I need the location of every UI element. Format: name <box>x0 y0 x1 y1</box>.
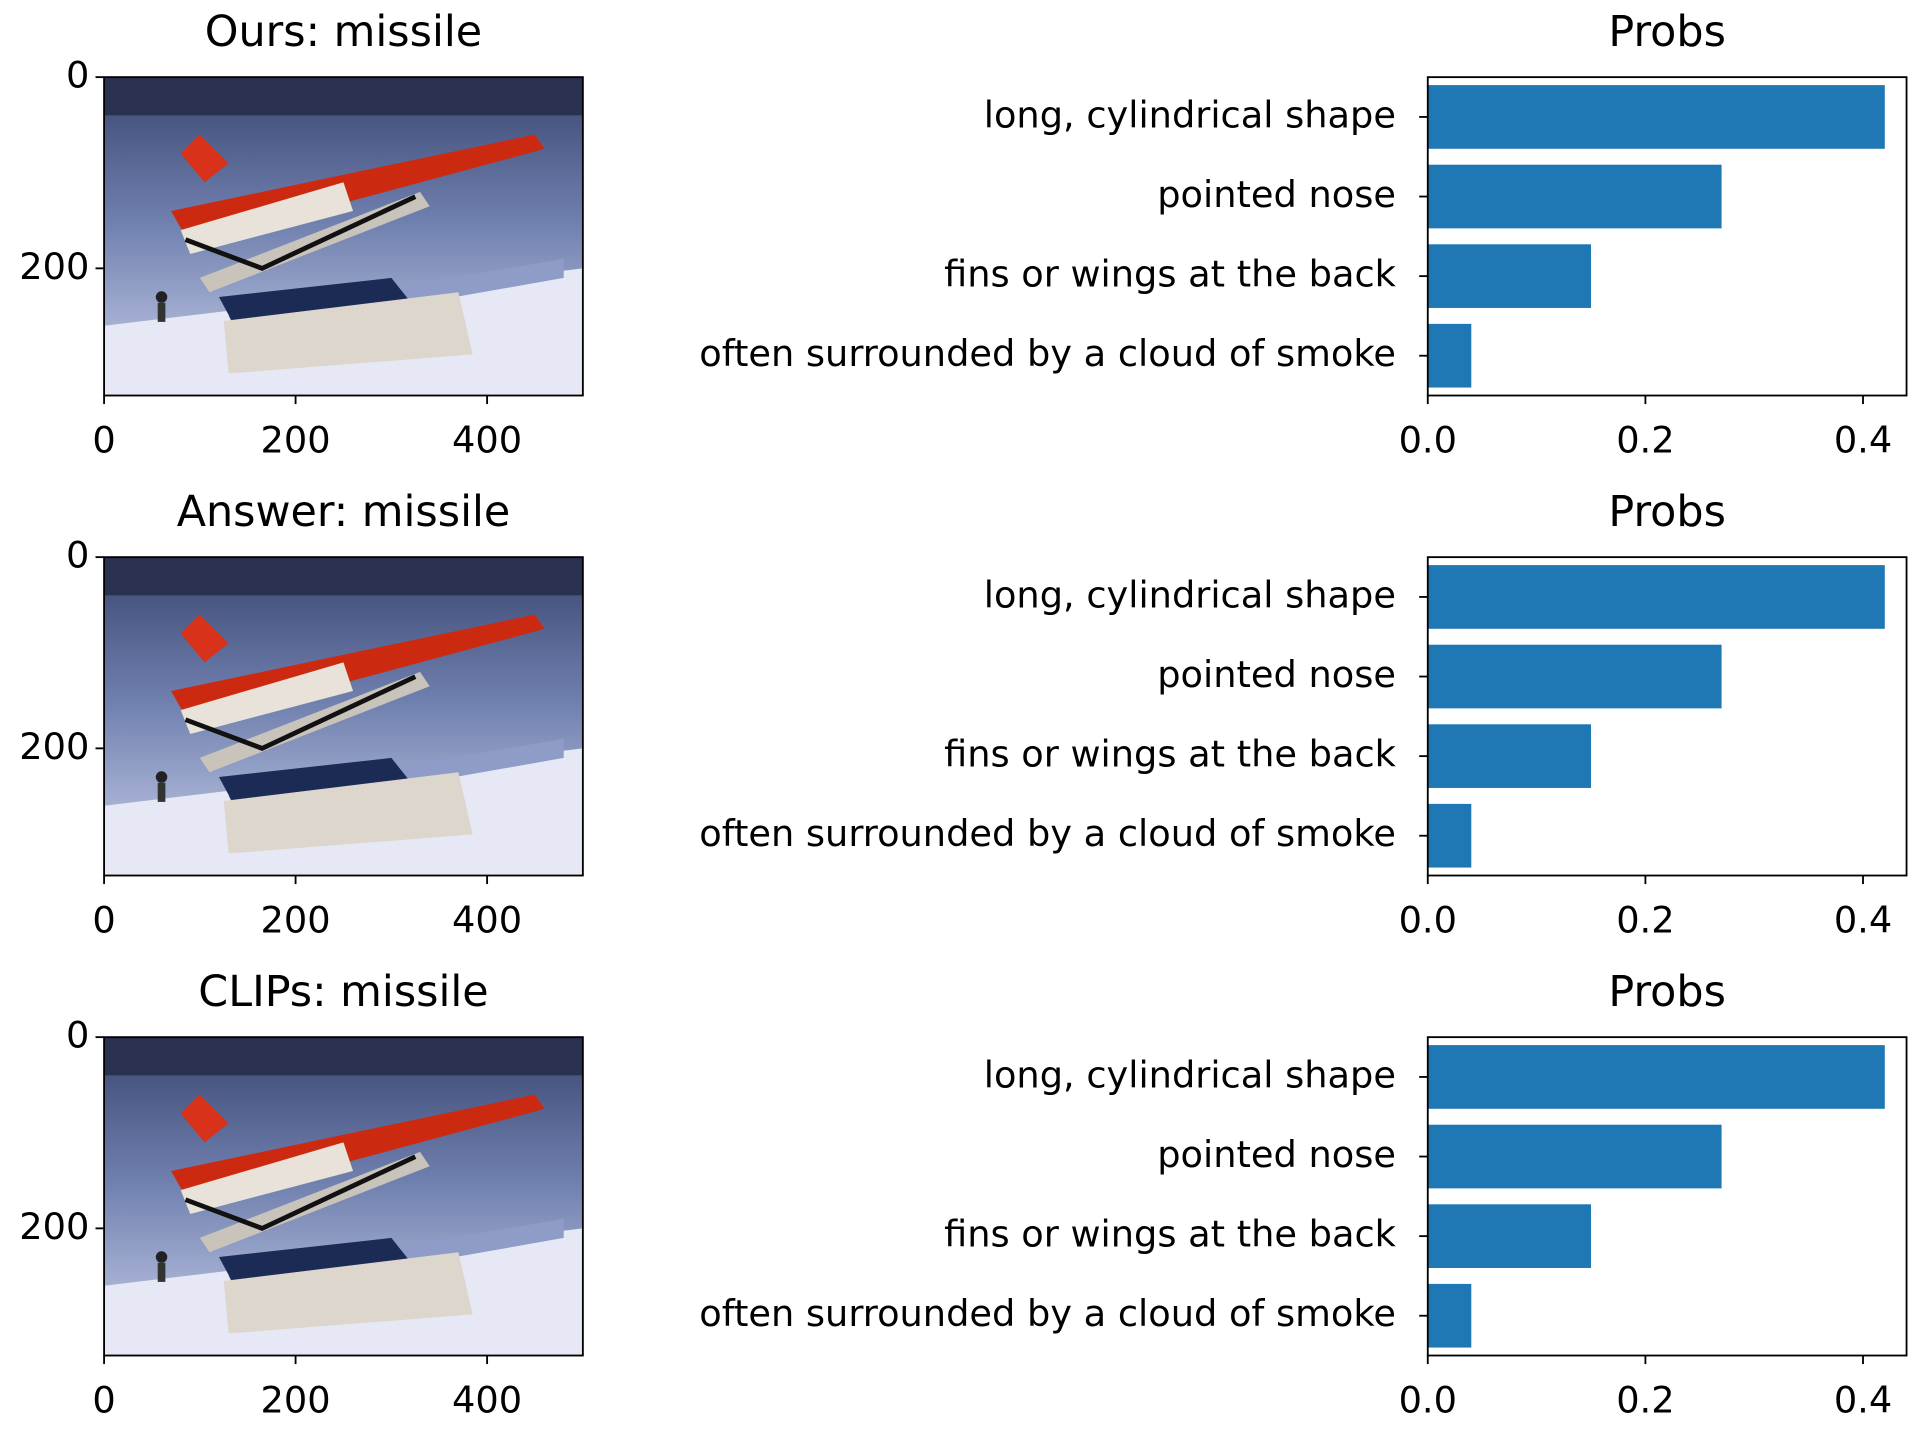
category-label: often surrounded by a cloud of smoke <box>699 812 1396 855</box>
y-tick-label: 0 <box>66 534 89 577</box>
x-tick-label: 0.2 <box>1616 899 1674 942</box>
x-tick-label: 200 <box>261 1379 331 1422</box>
category-label: fins or wings at the back <box>944 733 1397 776</box>
axes-frame <box>103 76 584 397</box>
x-tick-label: 400 <box>452 419 522 462</box>
photo <box>104 557 583 875</box>
y-tick-label: 200 <box>19 725 89 768</box>
x-tick-label: 0.0 <box>1399 419 1457 462</box>
category-label: long, cylindrical shape <box>984 573 1396 616</box>
subplot-title: CLIPs: missile <box>198 967 488 1017</box>
bar <box>1427 323 1472 388</box>
axes-frame <box>103 556 584 877</box>
plot-area: Ours: missile 0 200 400 0 200 Probs long, cylin… <box>19 7 1908 1422</box>
axes-frame <box>1426 1036 1908 1357</box>
category-label: often surrounded by a cloud of smoke <box>699 332 1396 375</box>
subplot-title: Probs <box>1608 7 1725 57</box>
x-tick-label: 0.4 <box>1834 1379 1892 1422</box>
axes-frame <box>103 1036 584 1357</box>
x-tick-label: 200 <box>261 899 331 942</box>
x-tick-label: 0.0 <box>1399 899 1457 942</box>
x-tick-label: 200 <box>261 419 331 462</box>
y-tick-label: 0 <box>66 1014 89 1057</box>
bar <box>1427 1045 1885 1109</box>
y-tick-label: 200 <box>19 245 89 288</box>
subplot-title: Answer: missile <box>177 487 511 537</box>
subplot-title: Probs <box>1608 487 1725 537</box>
x-tick-label: 0 <box>92 419 115 462</box>
x-tick-label: 0.0 <box>1399 1379 1457 1422</box>
category-label: pointed nose <box>1157 173 1396 216</box>
x-tick-label: 0.4 <box>1834 899 1892 942</box>
bar <box>1427 803 1472 868</box>
x-tick-label: 400 <box>452 899 522 942</box>
category-label: long, cylindrical shape <box>984 93 1396 136</box>
bar <box>1427 724 1591 788</box>
x-tick-label: 0 <box>92 899 115 942</box>
axes-frame <box>1426 76 1908 397</box>
category-label: fins or wings at the back <box>944 1213 1397 1256</box>
category-label: fins or wings at the back <box>944 253 1397 296</box>
bar <box>1427 1124 1722 1189</box>
bar <box>1427 164 1722 229</box>
bar <box>1427 1204 1591 1268</box>
bar <box>1427 244 1591 308</box>
subplot-title: Ours: missile <box>205 7 482 57</box>
photo <box>104 1037 583 1355</box>
bar <box>1427 85 1885 149</box>
category-label: long, cylindrical shape <box>984 1053 1396 1096</box>
bar <box>1427 565 1885 629</box>
category-label: often surrounded by a cloud of smoke <box>699 1292 1396 1335</box>
category-label: pointed nose <box>1157 1133 1396 1176</box>
x-tick-label: 400 <box>452 1379 522 1422</box>
x-tick-label: 0.2 <box>1616 419 1674 462</box>
y-tick-label: 200 <box>19 1205 89 1248</box>
x-tick-label: 0.4 <box>1834 419 1892 462</box>
x-tick-label: 0 <box>92 1379 115 1422</box>
category-label: pointed nose <box>1157 653 1396 696</box>
axes-frame <box>1426 556 1908 877</box>
photo <box>104 77 583 395</box>
x-tick-label: 0.2 <box>1616 1379 1674 1422</box>
y-tick-label: 0 <box>66 54 89 97</box>
bar <box>1427 644 1722 709</box>
subplot-title: Probs <box>1608 967 1725 1017</box>
bar <box>1427 1283 1472 1348</box>
